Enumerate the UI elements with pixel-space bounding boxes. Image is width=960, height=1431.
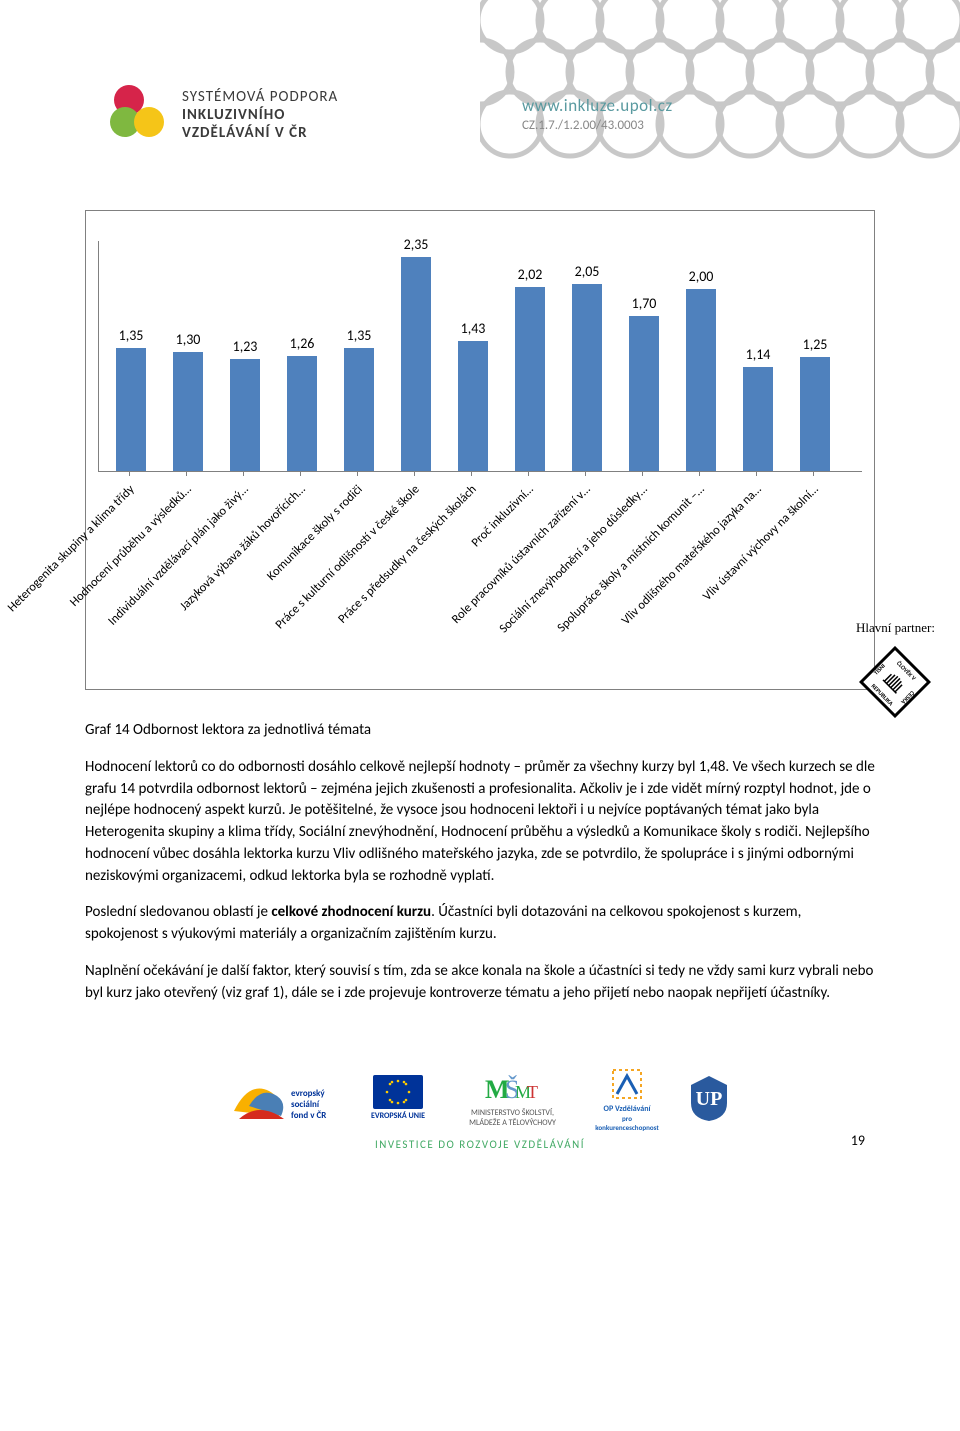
page-footer: evropský sociální fond v ČR EVROPSKÁ UNI… [0, 1054, 960, 1184]
chart-bar: 1,14 [743, 346, 773, 471]
chart-bar: 2,02 [515, 266, 545, 471]
up-logo: UP [687, 1073, 732, 1123]
chart-bar: 1,43 [458, 320, 488, 471]
footer-tagline: INVESTICE DO ROZVOJE VZDĚLÁVÁNÍ [0, 1138, 960, 1151]
project-url: www.inkluze.upol.cz [522, 95, 673, 116]
x-axis [98, 471, 862, 472]
project-title: SYSTÉMOVÁ PODPORA INKLUZIVNÍHO VZDĚLÁVÁN… [182, 88, 338, 142]
paragraph: Naplnění očekávání je další faktor, kter… [85, 961, 875, 1005]
chart-bar: 1,35 [344, 327, 374, 471]
bar-value-label: 1,35 [116, 327, 146, 344]
chart-caption: Graf 14 Odbornost lektora za jednotlivá … [85, 720, 875, 742]
chart-bar: 1,23 [230, 338, 260, 471]
svg-text:UP: UP [695, 1088, 722, 1110]
project-url-block: www.inkluze.upol.cz CZ.1.7./1.2.00/43.00… [522, 95, 673, 133]
bar-value-label: 1,43 [458, 320, 488, 337]
chart-bar: 1,25 [800, 336, 830, 471]
main-partner: Hlavní partner: ČLOVĚK V REPUBLIKA TÍSNI… [856, 620, 935, 723]
bar-value-label: 1,14 [743, 346, 773, 363]
paragraph: Hodnocení lektorů co do odbornosti dosáh… [85, 757, 875, 888]
chart-bar: 2,35 [401, 236, 431, 471]
msmt-logo: M Š M T MINISTERSTVO ŠKOLSTVÍ, MLÁDEŽE A… [458, 1068, 568, 1128]
title-line: VZDĚLÁVÁNÍ V ČR [182, 124, 338, 142]
bar-value-label: 2,35 [401, 236, 431, 253]
svg-text:evropský: evropský [291, 1088, 325, 1099]
body-text: Graf 14 Odbornost lektora za jednotlivá … [85, 720, 875, 1004]
paragraph: Poslední sledovanou oblastí je celkové z… [85, 902, 875, 946]
bar-chart: 1,35Heterogenita skupiny a klima třídy1,… [85, 210, 875, 690]
bar-value-label: 1,35 [344, 327, 374, 344]
bar-value-label: 1,30 [173, 331, 203, 348]
esf-logo: evropský sociální fond v ČR [229, 1071, 339, 1126]
svg-text:T: T [527, 1082, 538, 1102]
y-axis [98, 241, 99, 472]
page-header: SYSTÉMOVÁ PODPORA INKLUZIVNÍHO VZDĚLÁVÁN… [0, 0, 960, 200]
title-line: INKLUZIVNÍHO [182, 106, 338, 124]
bar-value-label: 1,23 [230, 338, 260, 355]
opvk-logo: OP Vzdělávání pro konkurenceschopnost [590, 1064, 665, 1132]
project-code: CZ.1.7./1.2.00/43.0003 [522, 118, 673, 133]
project-logo: SYSTÉMOVÁ PODPORA INKLUZIVNÍHO VZDĚLÁVÁN… [110, 85, 338, 145]
chart-bar: 1,26 [287, 335, 317, 471]
footer-logos: evropský sociální fond v ČR EVROPSKÁ UNI… [0, 1054, 960, 1132]
partner-label: Hlavní partner: [856, 620, 935, 636]
partner-logo-icon: ČLOVĚK V REPUBLIKA TÍSNI ČESKÁ [859, 646, 931, 718]
svg-text:fond v ČR: fond v ČR [291, 1109, 326, 1121]
title-line: SYSTÉMOVÁ PODPORA [182, 88, 338, 106]
header-pattern [480, 0, 960, 180]
bar-value-label: 1,25 [800, 336, 830, 353]
chart-bar: 2,00 [686, 268, 716, 471]
bar-value-label: 2,02 [515, 266, 545, 283]
logo-icon [110, 85, 170, 145]
chart-bar: 1,35 [116, 327, 146, 471]
chart-bar: 1,70 [629, 295, 659, 471]
chart-bar: 2,05 [572, 263, 602, 471]
bar-value-label: 1,70 [629, 295, 659, 312]
svg-text:sociální: sociální [291, 1099, 320, 1110]
bar-value-label: 2,00 [686, 268, 716, 285]
chart-bar: 1,30 [173, 331, 203, 471]
bar-value-label: 1,26 [287, 335, 317, 352]
eu-logo: EVROPSKÁ UNIE [361, 1075, 436, 1121]
bar-value-label: 2,05 [572, 263, 602, 280]
page-number: 19 [851, 1132, 865, 1149]
